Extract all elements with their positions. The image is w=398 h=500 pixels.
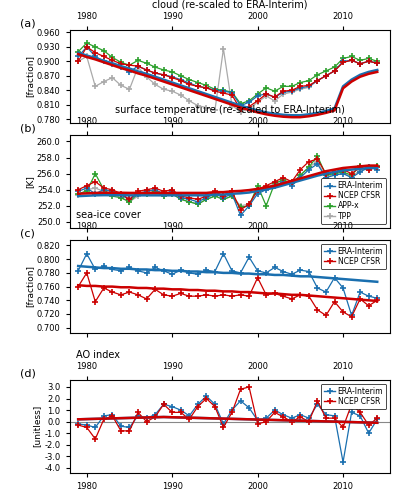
Legend: ERA-Interim, NCEP CFSR: ERA-Interim, NCEP CFSR	[321, 244, 386, 269]
Y-axis label: [K]: [K]	[25, 175, 34, 188]
Y-axis label: [unitless]: [unitless]	[33, 405, 42, 448]
Y-axis label: [fraction]: [fraction]	[25, 55, 34, 97]
Text: (c): (c)	[20, 228, 35, 238]
Title: surface temperature (re-scaled to ERA-Interim): surface temperature (re-scaled to ERA-In…	[115, 105, 345, 115]
Text: (a): (a)	[20, 18, 35, 28]
Text: (b): (b)	[20, 123, 36, 133]
Title: cloud (re-scaled to ERA-Interim): cloud (re-scaled to ERA-Interim)	[152, 0, 308, 10]
Y-axis label: [fraction]: [fraction]	[25, 265, 34, 307]
Legend: ERA-Interim, NCEP CFSR, APP-x, TPP: ERA-Interim, NCEP CFSR, APP-x, TPP	[321, 178, 386, 224]
Legend: ERA-Interim, NCEP CFSR: ERA-Interim, NCEP CFSR	[321, 384, 386, 409]
Text: AO index: AO index	[76, 350, 120, 360]
Text: (d): (d)	[20, 368, 36, 378]
Text: sea-ice cover: sea-ice cover	[76, 210, 141, 220]
